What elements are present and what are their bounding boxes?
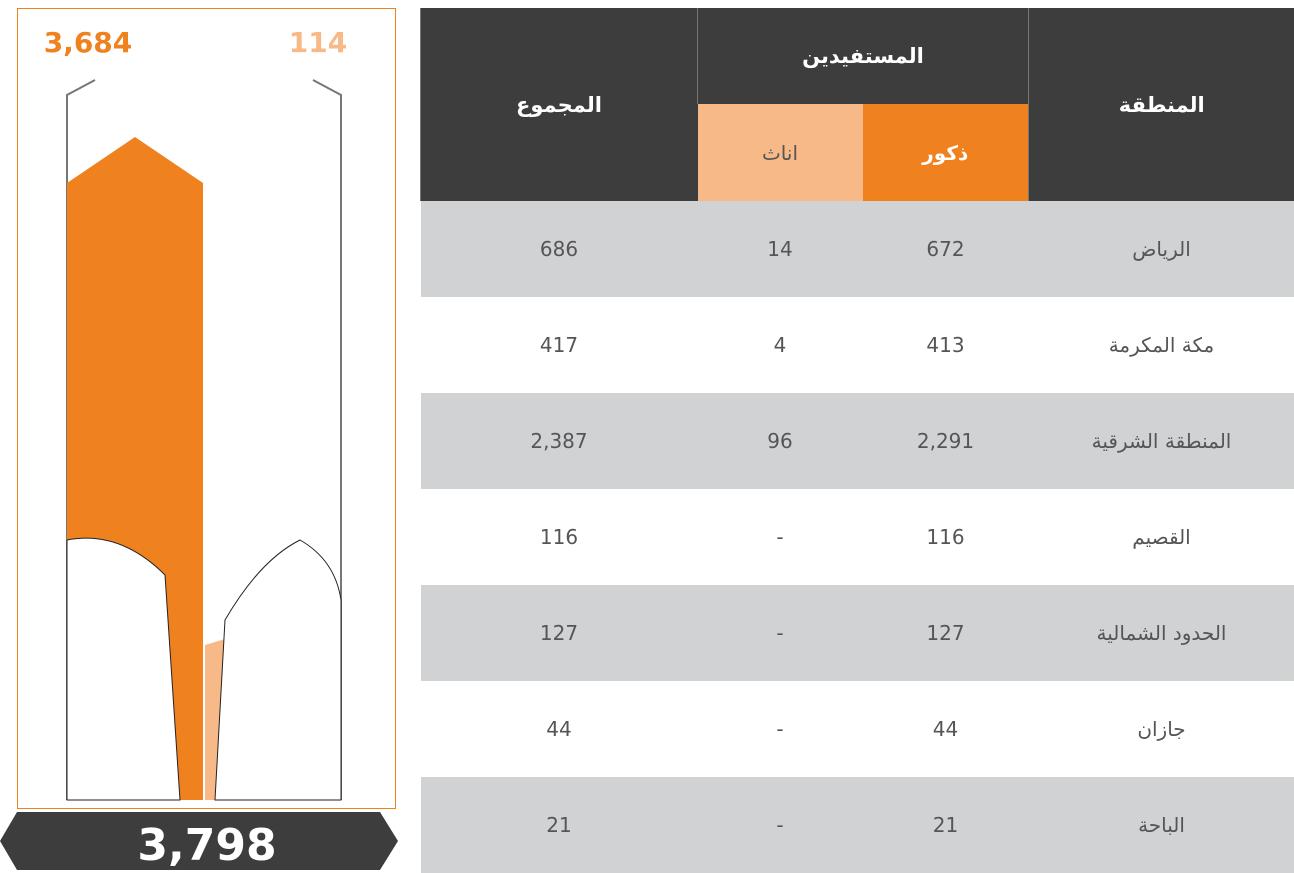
total-cell: 21 <box>421 777 698 873</box>
female-cell: 14 <box>698 201 863 297</box>
summary-panel: 3,684 114 3,798 <box>0 0 400 870</box>
female-cell: 4 <box>698 297 863 393</box>
region-cell: المنطقة الشرقية <box>1029 393 1294 489</box>
male-cell: 672 <box>863 201 1029 297</box>
region-cell: القصيم <box>1029 489 1294 585</box>
region-cell: الحدود الشمالية <box>1029 585 1294 681</box>
total-cell: 127 <box>421 585 698 681</box>
region-cell: الرياض <box>1029 201 1294 297</box>
total-cell: 417 <box>421 297 698 393</box>
grand-total: 3,798 <box>137 820 276 870</box>
male-cell: 2,291 <box>863 393 1029 489</box>
female-total: 114 <box>289 26 347 59</box>
beneficiaries-table: المنطقة المستفيدين المجموع ذكور اناث الر… <box>420 8 1294 873</box>
female-cell: 96 <box>698 393 863 489</box>
header-total: المجموع <box>421 8 698 201</box>
total-cell: 116 <box>421 489 698 585</box>
male-cell: 127 <box>863 585 1029 681</box>
male-cell: 44 <box>863 681 1029 777</box>
male-cell: 21 <box>863 777 1029 873</box>
total-cell: 44 <box>421 681 698 777</box>
header-region: المنطقة <box>1029 8 1294 201</box>
region-cell: الباحة <box>1029 777 1294 873</box>
region-cell: جازان <box>1029 681 1294 777</box>
total-cell: 686 <box>421 201 698 297</box>
total-cell: 2,387 <box>421 393 698 489</box>
header-male: ذكور <box>863 104 1029 201</box>
male-total: 3,684 <box>44 26 133 59</box>
male-cell: 413 <box>863 297 1029 393</box>
header-beneficiaries: المستفيدين <box>698 8 1029 104</box>
female-figure <box>215 540 341 800</box>
female-cell: - <box>698 585 863 681</box>
female-cell: - <box>698 777 863 873</box>
header-female: اناث <box>698 104 863 201</box>
male-cell: 116 <box>863 489 1029 585</box>
male-figure <box>67 538 180 800</box>
region-cell: مكة المكرمة <box>1029 297 1294 393</box>
female-cell: - <box>698 489 863 585</box>
female-cell: - <box>698 681 863 777</box>
